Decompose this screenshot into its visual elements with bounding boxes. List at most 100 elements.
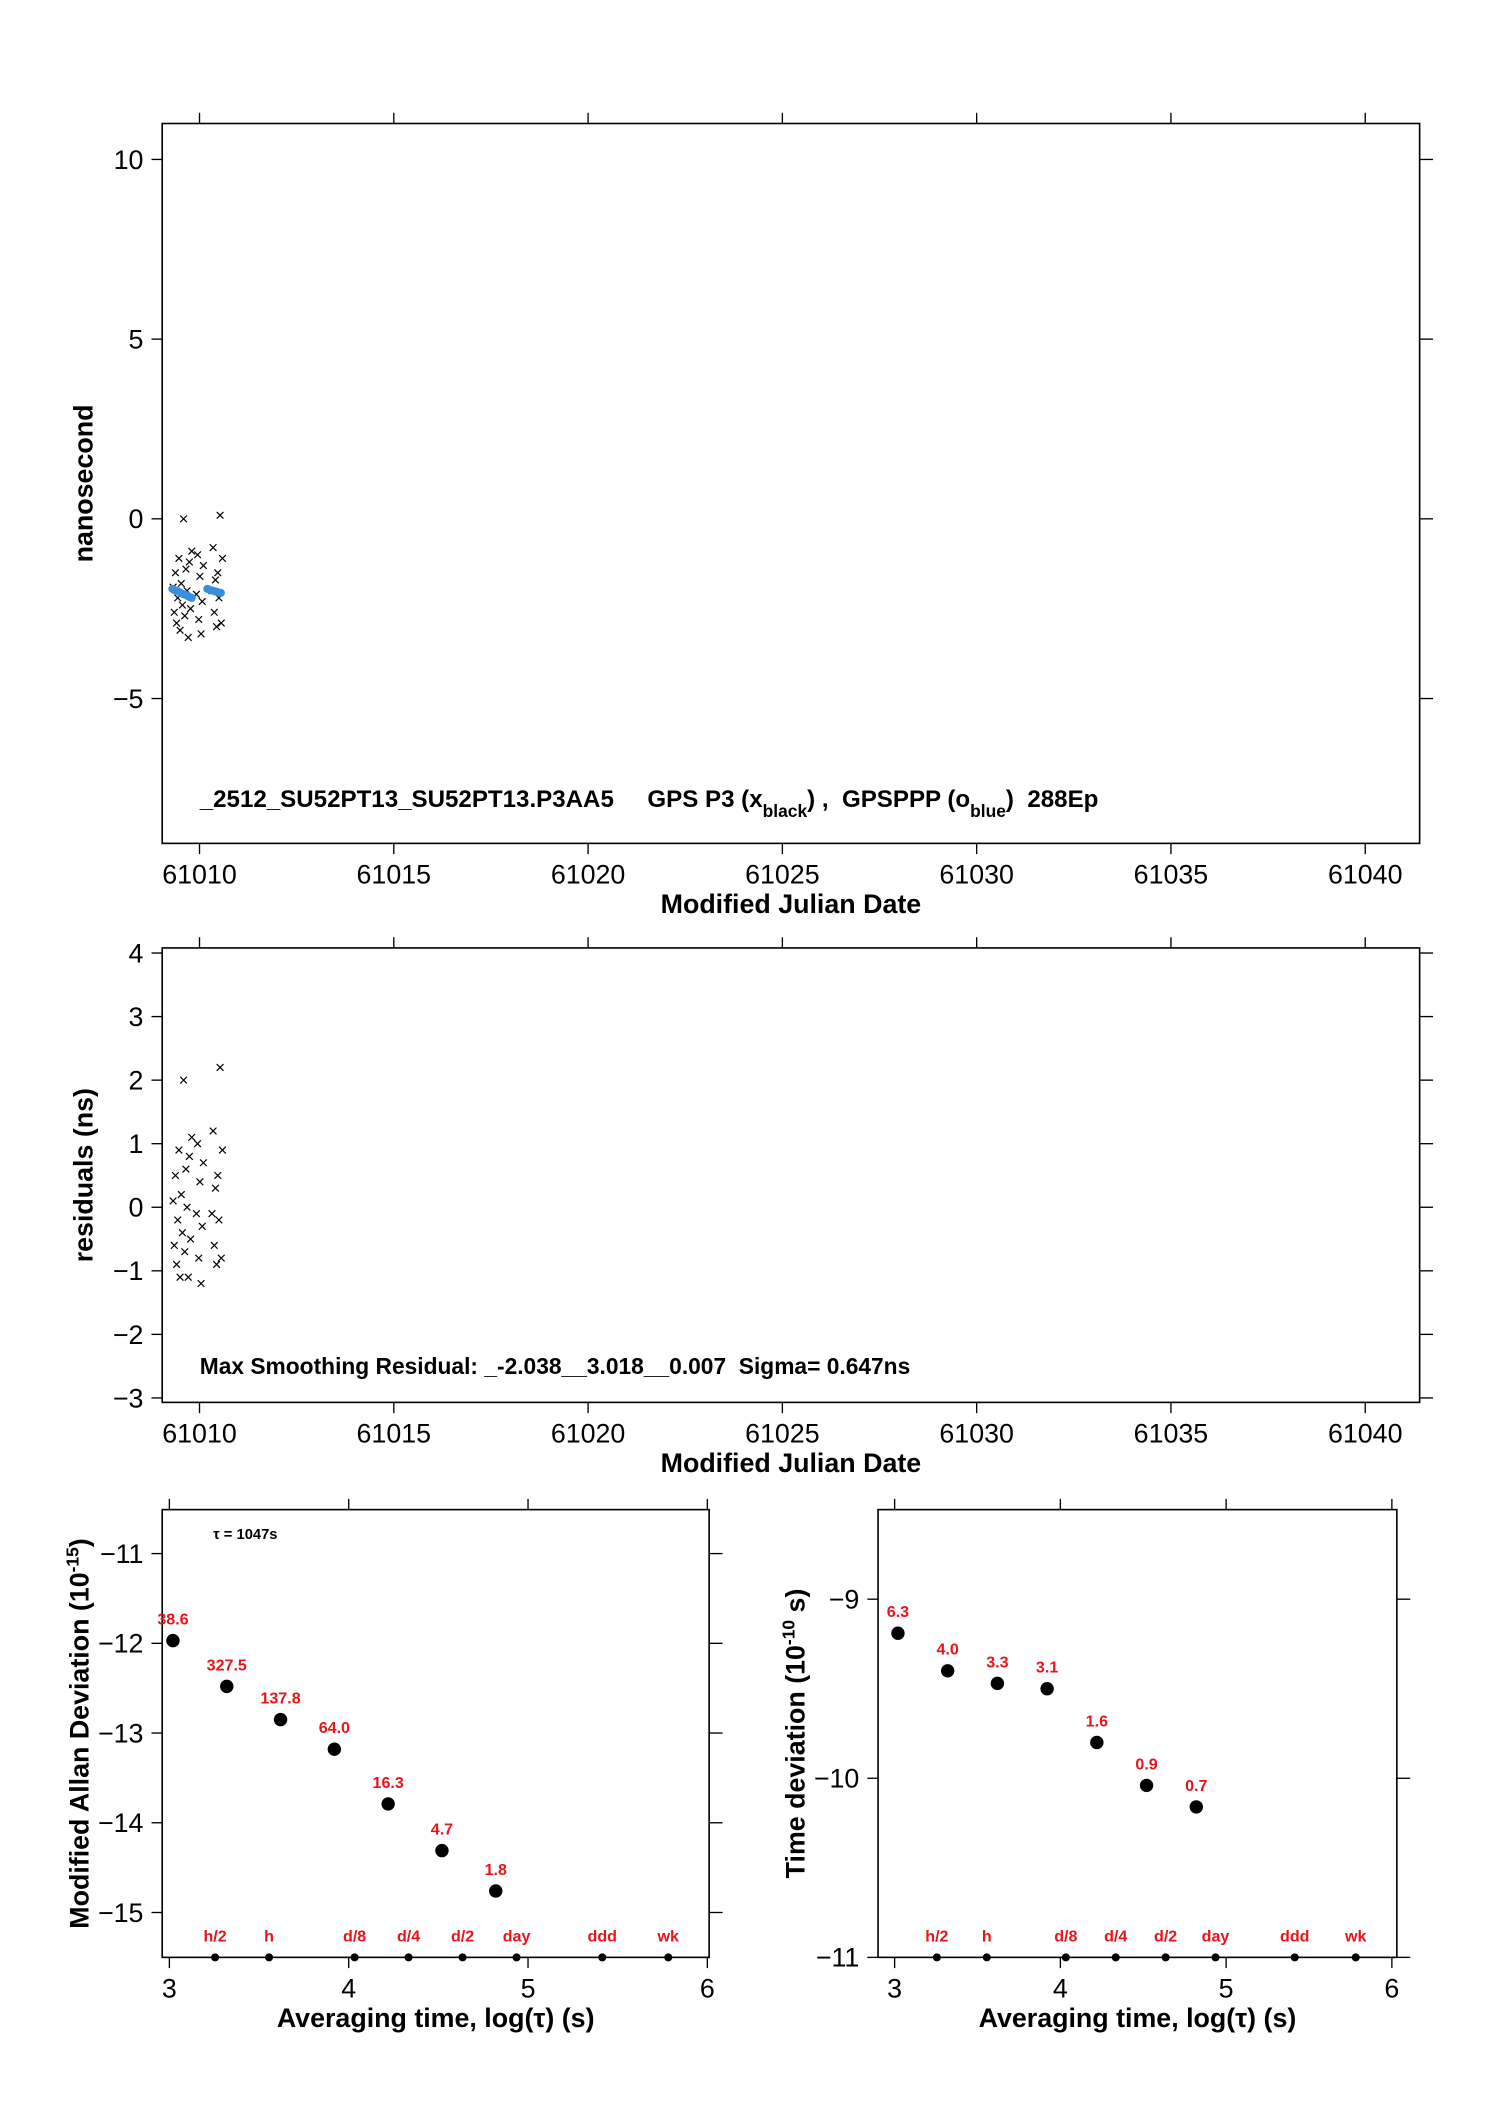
value-label: 1.8 — [485, 1861, 507, 1879]
annotation-part: Max Smoothing Residual: _-2.038__3.018__… — [200, 1353, 911, 1379]
y-axis-label: residuals (ns) — [68, 1088, 98, 1262]
time-marker-label: h/2 — [925, 1927, 948, 1945]
y-tick-label: 10 — [114, 145, 144, 175]
point — [198, 1222, 207, 1231]
x-tick-label: 61020 — [551, 1419, 626, 1449]
y-axis-label-part: ) — [64, 1538, 94, 1547]
value-label: 16.3 — [373, 1774, 404, 1792]
point-stroke — [177, 579, 186, 588]
point-stroke — [194, 615, 203, 624]
plot-frame — [161, 122, 1421, 845]
point — [173, 1216, 182, 1224]
point-stroke — [186, 604, 195, 613]
point — [178, 1228, 187, 1237]
x-tick-label: 61010 — [162, 1419, 237, 1449]
y-tick-label: 5 — [129, 325, 144, 355]
point — [220, 1679, 234, 1694]
point-stroke — [197, 1279, 205, 1288]
x-tick-label: 61010 — [162, 860, 237, 890]
time-marker — [1211, 1953, 1220, 1962]
point — [211, 1184, 220, 1192]
point-stroke — [182, 1165, 190, 1173]
point-stroke — [180, 612, 189, 620]
point-stroke — [193, 551, 202, 559]
value-label: 0.9 — [1135, 1755, 1157, 1773]
point-stroke — [198, 597, 207, 606]
point-stroke — [182, 565, 190, 573]
value-label: 4.7 — [431, 1821, 453, 1839]
point — [166, 1633, 180, 1648]
time-marker — [1161, 1953, 1170, 1962]
point — [179, 1076, 188, 1084]
point — [217, 1254, 226, 1262]
point-stroke — [218, 554, 227, 563]
point — [212, 1260, 221, 1269]
point — [218, 1146, 227, 1154]
point-stroke — [172, 619, 181, 627]
y-axis-label-part: Modified Allan Deviation (10 — [64, 1572, 94, 1928]
point-stroke — [184, 1273, 193, 1281]
x-axis-label: Modified Julian Date — [661, 1448, 922, 1478]
x-tick-label: 3 — [162, 1974, 177, 2004]
point — [175, 1146, 183, 1154]
point — [489, 1884, 503, 1898]
point-stroke — [196, 1178, 204, 1186]
x-tick-label: 5 — [521, 1974, 536, 2004]
y-tick-label: 0 — [129, 1193, 144, 1223]
time-marker — [350, 1953, 359, 1962]
point-stroke — [179, 1076, 188, 1084]
point-stroke — [183, 1203, 191, 1212]
point — [381, 1797, 395, 1811]
y-tick-label: −15 — [98, 1898, 143, 1928]
point-stroke — [185, 1152, 194, 1161]
y-axis-label-part: s) — [780, 1589, 810, 1620]
point-stroke — [209, 1127, 217, 1135]
value-label: 4.0 — [936, 1641, 958, 1659]
point — [178, 601, 187, 609]
plot-frame — [877, 1508, 1398, 1959]
time-marker — [932, 1953, 941, 1962]
point-stroke — [178, 601, 187, 609]
point-stroke — [171, 1171, 180, 1180]
time-marker — [664, 1953, 673, 1962]
point — [186, 604, 195, 613]
x-tick-label: 61030 — [939, 860, 1014, 890]
point — [193, 1139, 202, 1148]
point — [184, 1273, 193, 1281]
point-stroke — [171, 568, 180, 577]
time-marker — [982, 1953, 991, 1962]
annotation-part: blue — [970, 801, 1006, 821]
point-stroke — [170, 608, 179, 617]
time-marker-label: d/4 — [1104, 1927, 1127, 1945]
y-tick-label: 4 — [129, 938, 144, 968]
point — [177, 1190, 186, 1199]
point — [171, 568, 180, 577]
value-label: 38.6 — [157, 1611, 188, 1629]
point — [1090, 1735, 1104, 1750]
point — [208, 1209, 216, 1218]
time-marker — [458, 1953, 467, 1962]
time-marker — [1061, 1953, 1070, 1962]
point — [216, 588, 225, 597]
y-tick-label: −11 — [100, 1539, 143, 1569]
point-stroke — [185, 558, 194, 566]
time-marker — [598, 1953, 607, 1962]
y-tick-label: −5 — [113, 684, 144, 714]
point — [187, 1133, 196, 1142]
value-label: 327.5 — [207, 1656, 247, 1674]
point-stroke — [215, 1216, 223, 1224]
x-axis-label: Averaging time, log(τ) (s) — [277, 2003, 595, 2033]
point-stroke — [211, 1184, 220, 1192]
time-marker-label: h — [264, 1927, 274, 1945]
time-marker-label: d/4 — [397, 1927, 420, 1945]
point — [210, 1241, 219, 1250]
y-tick-label: −9 — [829, 1585, 860, 1615]
x-tick-label: 61035 — [1134, 860, 1209, 890]
time-marker — [1111, 1953, 1120, 1962]
point-stroke — [187, 547, 196, 555]
point-stroke — [199, 1158, 208, 1167]
point — [940, 1664, 955, 1678]
x-tick-label: 4 — [1053, 1974, 1068, 2004]
point-stroke — [187, 1133, 196, 1142]
